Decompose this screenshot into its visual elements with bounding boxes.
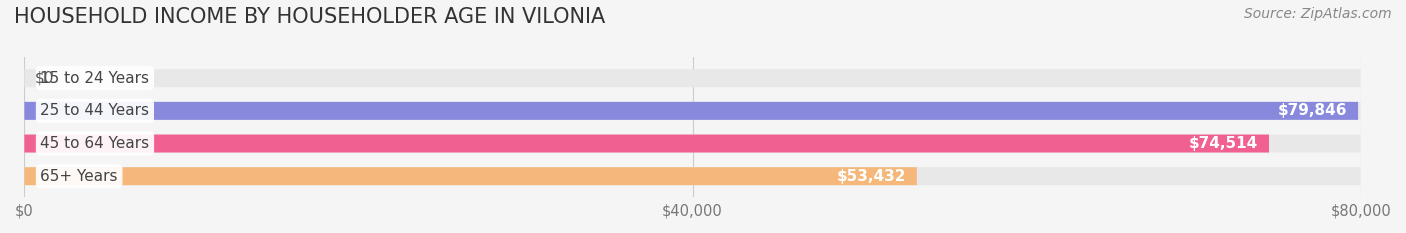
FancyBboxPatch shape [24, 102, 1361, 120]
FancyBboxPatch shape [24, 167, 1361, 185]
FancyBboxPatch shape [24, 102, 1358, 120]
Text: 45 to 64 Years: 45 to 64 Years [41, 136, 149, 151]
Text: 25 to 44 Years: 25 to 44 Years [41, 103, 149, 118]
FancyBboxPatch shape [24, 167, 917, 185]
FancyBboxPatch shape [24, 134, 1361, 153]
Text: $74,514: $74,514 [1189, 136, 1258, 151]
Text: $79,846: $79,846 [1278, 103, 1347, 118]
Text: 15 to 24 Years: 15 to 24 Years [41, 71, 149, 86]
FancyBboxPatch shape [24, 134, 1270, 153]
Text: HOUSEHOLD INCOME BY HOUSEHOLDER AGE IN VILONIA: HOUSEHOLD INCOME BY HOUSEHOLDER AGE IN V… [14, 7, 606, 27]
Text: $0: $0 [35, 71, 55, 86]
FancyBboxPatch shape [24, 69, 1361, 87]
Text: $53,432: $53,432 [837, 169, 905, 184]
Text: Source: ZipAtlas.com: Source: ZipAtlas.com [1244, 7, 1392, 21]
Text: 65+ Years: 65+ Years [41, 169, 118, 184]
